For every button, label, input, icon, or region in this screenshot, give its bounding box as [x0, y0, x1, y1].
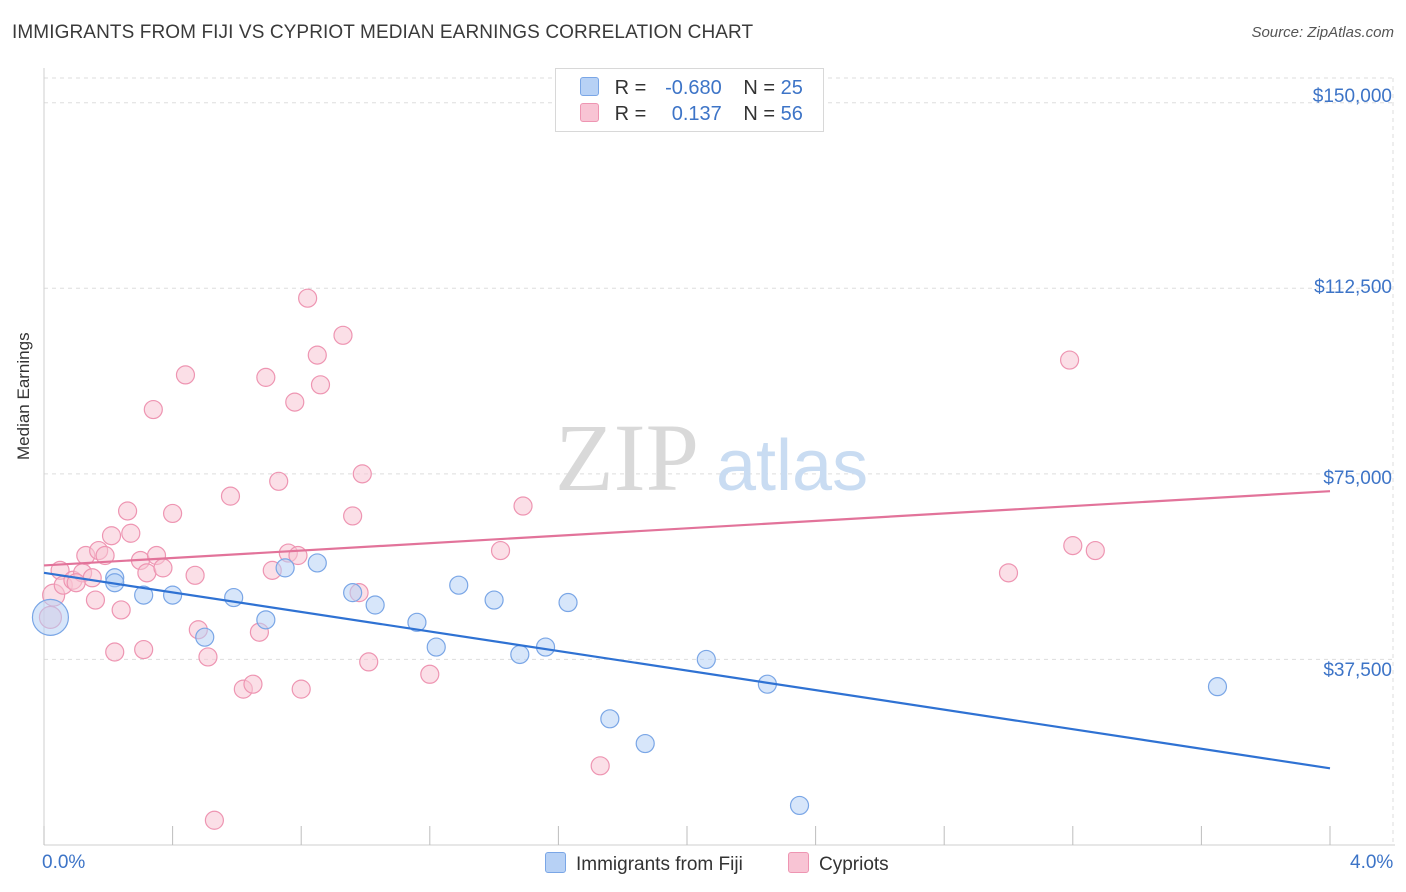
- fiji-point: [224, 587, 244, 608]
- cypriot-point: [243, 674, 263, 694]
- bottom-legend-fiji-label: Immigrants from Fiji: [576, 854, 743, 875]
- fiji-point: [307, 553, 327, 573]
- legend-n-value: 25: [780, 77, 803, 99]
- cypriot-point: [998, 563, 1019, 583]
- legend-r-label: R =: [614, 77, 647, 99]
- cypriot-point: [220, 486, 241, 506]
- cypriot-point: [121, 523, 141, 543]
- cypriot-point: [1063, 536, 1083, 556]
- cypriot-point: [204, 810, 224, 830]
- x-tick-label: 0.0%: [42, 852, 86, 873]
- legend-r-value: -0.680: [665, 77, 722, 99]
- legend-n-label: N =: [743, 77, 776, 99]
- cypriot-trend-line: [43, 490, 1331, 567]
- fiji-point: [696, 649, 716, 670]
- series-cypriots: [38, 288, 1105, 830]
- legend-n-label: N =: [743, 103, 776, 125]
- cypriot-point: [291, 679, 311, 699]
- fiji-point: [426, 637, 446, 657]
- cypriot-point: [117, 501, 138, 521]
- cypriot-point: [175, 365, 196, 385]
- cypriot-point: [343, 506, 363, 526]
- fiji-point: [558, 592, 578, 613]
- cypriot-point: [153, 558, 173, 578]
- fiji-point: [163, 585, 183, 605]
- cypriot-point: [1059, 350, 1080, 370]
- fiji-point: [600, 709, 620, 729]
- y-tick-label: $75,000: [1323, 468, 1392, 489]
- cypriot-point: [490, 540, 511, 561]
- cypriot-point: [134, 639, 154, 660]
- cypriot-point: [198, 647, 218, 667]
- watermark: ZIP atlas: [555, 404, 868, 511]
- watermark-atlas: atlas: [716, 426, 868, 506]
- fiji-point: [510, 644, 530, 665]
- fiji-trend-line: [43, 571, 1331, 770]
- cypriot-point: [352, 464, 372, 484]
- source-label: Source: ZipAtlas.com: [1251, 24, 1394, 41]
- cypriot-point: [256, 367, 276, 387]
- fiji-point: [365, 595, 385, 615]
- cypriot-point: [143, 399, 163, 420]
- y-tick-label: $37,500: [1323, 660, 1392, 681]
- fiji-point: [484, 590, 504, 610]
- cypriot-point: [298, 288, 318, 308]
- cypriot-point: [111, 600, 131, 620]
- cypriot-point: [163, 503, 183, 524]
- fiji-swatch: [545, 852, 566, 873]
- cypriot-point: [307, 345, 327, 365]
- cypriot-swatch: [580, 103, 599, 122]
- fiji-point: [449, 575, 469, 595]
- legend-n-value: 56: [780, 103, 803, 125]
- cypriot-point: [420, 664, 440, 684]
- fiji-point: [407, 612, 427, 632]
- cypriot-point: [310, 375, 331, 395]
- bottom-legend-cypriot-label: Cypriots: [819, 854, 889, 875]
- axes: [43, 68, 1395, 846]
- fiji-point: [635, 733, 655, 754]
- cypriot-point: [95, 545, 115, 566]
- y-tick-label: $112,500: [1314, 277, 1392, 298]
- cypriot-point: [137, 563, 157, 583]
- chart-title: IMMIGRANTS FROM FIJI VS CYPRIOT MEDIAN E…: [12, 22, 754, 43]
- cypriot-point: [285, 392, 305, 412]
- bottom-legend-cypriot: Cypriots: [788, 852, 889, 876]
- cypriot-point: [513, 496, 533, 516]
- fiji-point: [256, 610, 276, 630]
- fiji-point: [789, 795, 810, 816]
- cypriot-point: [269, 471, 289, 491]
- cypriot-point: [1085, 540, 1105, 561]
- bottom-legend-fiji: Immigrants from Fiji: [545, 852, 743, 876]
- legend-r-label: R =: [614, 103, 647, 125]
- fiji-point: [343, 583, 363, 603]
- correlation-legend: R = -0.680 N = 25 R = 0.137 N = 56: [555, 68, 824, 132]
- cypriot-point: [185, 565, 205, 585]
- legend-row-fiji: R = -0.680 N = 25: [580, 77, 803, 100]
- cypriot-point: [101, 526, 122, 546]
- cypriot-swatch: [788, 852, 809, 873]
- fiji-swatch: [580, 77, 599, 96]
- cypriot-point: [359, 652, 379, 672]
- fiji-point: [1207, 677, 1228, 697]
- fiji-point: [134, 585, 154, 605]
- fiji-point: [275, 558, 295, 578]
- cypriot-point: [105, 642, 125, 662]
- cypriot-point: [82, 568, 102, 588]
- series-immigrants-from-fiji: [31, 553, 1228, 816]
- x-tick-label: 4.0%: [1350, 852, 1394, 873]
- cypriot-point: [333, 325, 353, 345]
- legend-r-value: 0.137: [671, 103, 722, 125]
- legend-row-cypriot: R = 0.137 N = 56: [580, 103, 803, 126]
- cypriot-point: [85, 590, 106, 610]
- fiji-point: [195, 627, 215, 647]
- watermark-zip: ZIP: [555, 404, 699, 511]
- y-tick-label: $150,000: [1312, 86, 1392, 107]
- trend-lines: [43, 490, 1331, 770]
- y-axis-label: Median Earnings: [14, 332, 33, 460]
- fiji-point: [31, 598, 70, 636]
- cypriot-point: [590, 756, 610, 776]
